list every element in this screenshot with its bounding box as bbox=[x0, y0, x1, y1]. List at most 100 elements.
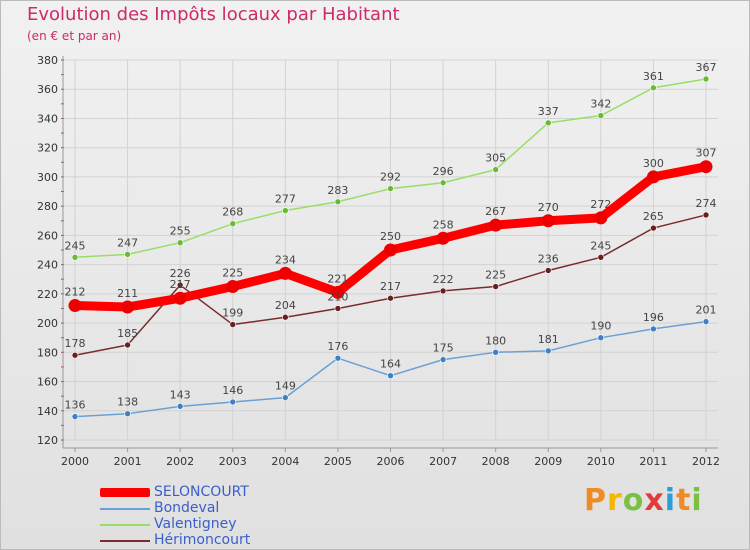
logo-letter: i bbox=[664, 483, 677, 518]
data-label-seloncourt: 272 bbox=[590, 198, 611, 211]
data-point-valentigney bbox=[176, 239, 184, 246]
logo-letter: t bbox=[676, 483, 692, 518]
data-label-herimoncourt: 274 bbox=[696, 197, 717, 210]
data-point-valentigney bbox=[439, 179, 447, 187]
data-point-bondeval bbox=[439, 356, 447, 363]
data-point-seloncourt bbox=[699, 160, 713, 174]
data-label-valentigney: 283 bbox=[327, 184, 348, 197]
legend-swatch bbox=[100, 540, 150, 542]
data-label-bondeval: 143 bbox=[170, 388, 191, 401]
data-point-herimoncourt bbox=[544, 267, 552, 274]
data-label-seloncourt: 267 bbox=[485, 205, 506, 218]
data-label-seloncourt: 234 bbox=[275, 253, 296, 266]
data-label-bondeval: 201 bbox=[696, 304, 717, 317]
data-point-valentigney bbox=[492, 166, 499, 173]
data-point-bondeval bbox=[229, 398, 237, 406]
data-label-valentigney: 277 bbox=[275, 193, 296, 206]
legend-swatch bbox=[100, 488, 150, 497]
data-point-valentigney bbox=[544, 119, 552, 127]
data-label-seloncourt: 250 bbox=[380, 230, 401, 243]
data-label-valentigney: 296 bbox=[433, 165, 454, 178]
data-label-bondeval: 180 bbox=[485, 334, 506, 347]
x-tick-label: 2003 bbox=[219, 455, 247, 468]
data-point-valentigney bbox=[650, 84, 657, 92]
logo-letter: P bbox=[584, 483, 607, 518]
data-point-bondeval bbox=[176, 403, 184, 410]
data-label-bondeval: 146 bbox=[222, 384, 243, 397]
data-label-valentigney: 255 bbox=[170, 225, 191, 238]
y-tick-label: 260 bbox=[37, 229, 58, 242]
data-label-bondeval: 181 bbox=[538, 333, 559, 346]
logo-letter: o bbox=[622, 483, 645, 518]
x-tick-label: 2001 bbox=[114, 455, 142, 468]
data-label-valentigney: 361 bbox=[643, 70, 664, 83]
x-tick-label: 2004 bbox=[271, 455, 299, 468]
y-tick-label: 140 bbox=[37, 405, 58, 418]
data-point-seloncourt bbox=[68, 299, 82, 313]
data-label-herimoncourt: 204 bbox=[275, 299, 296, 312]
axes: 120 140 160 180 200 220 240 260 280 300 320 340 360 3… bbox=[37, 54, 720, 468]
data-label-herimoncourt: 226 bbox=[170, 267, 191, 280]
data-label-herimoncourt: 178 bbox=[65, 337, 86, 350]
data-label-herimoncourt: 185 bbox=[117, 327, 138, 340]
data-point-herimoncourt bbox=[229, 321, 237, 328]
data-label-valentigney: 292 bbox=[380, 171, 401, 184]
data-label-seloncourt: 217 bbox=[170, 278, 191, 291]
data-point-seloncourt bbox=[121, 300, 135, 314]
x-tick-label: 2007 bbox=[429, 455, 457, 468]
data-label-valentigney: 245 bbox=[65, 239, 86, 252]
x-tick-label: 2000 bbox=[61, 455, 89, 468]
y-tick-label: 300 bbox=[37, 171, 58, 184]
data-point-herimoncourt bbox=[71, 351, 79, 359]
logo-letter: r bbox=[607, 483, 623, 518]
data-point-herimoncourt bbox=[334, 305, 342, 312]
data-label-herimoncourt: 222 bbox=[433, 273, 454, 286]
data-label-seloncourt: 300 bbox=[643, 157, 664, 170]
data-point-valentigney bbox=[229, 220, 237, 227]
data-point-seloncourt bbox=[384, 243, 397, 257]
data-point-herimoncourt bbox=[176, 281, 184, 289]
data-point-herimoncourt bbox=[282, 313, 289, 321]
data-point-herimoncourt bbox=[597, 254, 605, 261]
data-label-bondeval: 136 bbox=[65, 399, 86, 412]
data-label-seloncourt: 212 bbox=[65, 286, 86, 299]
legend-label: Hérimoncourt bbox=[154, 532, 251, 548]
data-label-bondeval: 190 bbox=[590, 320, 611, 333]
data-label-bondeval: 176 bbox=[327, 340, 348, 353]
data-point-valentigney bbox=[124, 251, 131, 258]
chart-subtitle: (en € et par an) bbox=[27, 29, 122, 43]
data-point-bondeval bbox=[544, 347, 552, 355]
data-point-seloncourt bbox=[331, 285, 345, 299]
data-point-bondeval bbox=[702, 318, 710, 325]
data-point-seloncourt bbox=[226, 280, 240, 294]
data-label-herimoncourt: 236 bbox=[538, 252, 559, 265]
x-tick-label: 2006 bbox=[377, 455, 405, 468]
data-point-bondeval bbox=[597, 334, 605, 341]
data-point-valentigney bbox=[702, 75, 710, 83]
y-tick-label: 340 bbox=[37, 112, 58, 125]
data-label-herimoncourt: 199 bbox=[222, 307, 243, 320]
data-label-seloncourt: 258 bbox=[433, 218, 454, 231]
y-tick-label: 320 bbox=[37, 142, 58, 155]
legend-swatch bbox=[100, 508, 150, 510]
y-tick-label: 360 bbox=[37, 83, 58, 96]
data-point-bondeval bbox=[334, 354, 342, 362]
data-point-bondeval bbox=[492, 349, 499, 356]
data-point-seloncourt bbox=[278, 266, 292, 280]
x-tick-label: 2005 bbox=[324, 455, 352, 468]
data-label-herimoncourt: 217 bbox=[380, 280, 401, 293]
y-tick-label: 160 bbox=[37, 376, 58, 389]
y-tick-label: 220 bbox=[37, 288, 58, 301]
data-label-herimoncourt: 245 bbox=[590, 239, 611, 252]
x-tick-label: 2010 bbox=[587, 455, 615, 468]
legend-label: Bondeval bbox=[154, 500, 220, 516]
legend-label: SELONCOURT bbox=[154, 484, 249, 500]
chart-title: Evolution des Impôts locaux par Habitant bbox=[27, 4, 400, 25]
data-point-herimoncourt bbox=[124, 341, 131, 349]
data-labels: 136 138 143 146 149 176 164 175 180 181 190 196 201 2… bbox=[65, 61, 717, 412]
x-tick-label: 2012 bbox=[692, 455, 720, 468]
data-point-seloncourt bbox=[489, 218, 503, 232]
data-point-herimoncourt bbox=[439, 287, 447, 295]
